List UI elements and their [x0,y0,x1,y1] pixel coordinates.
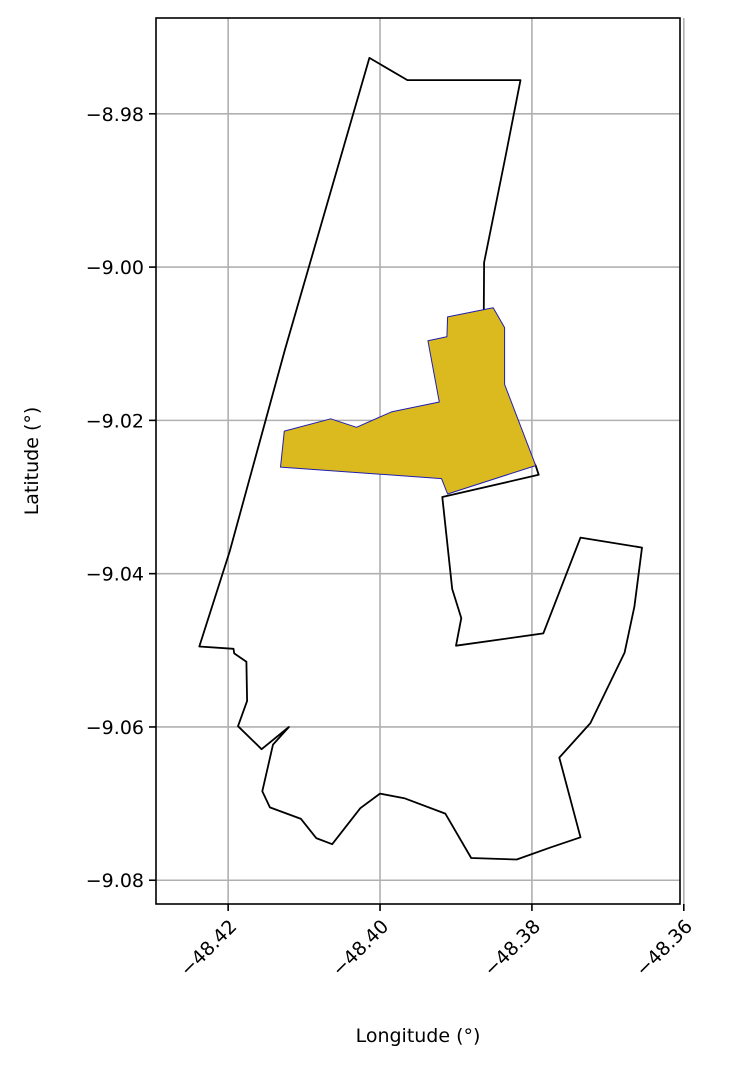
boundary-outline [198,57,643,861]
plot-frame [155,17,681,905]
x-tick-label: −48.36 [632,916,697,981]
y-tick-label: −9.06 [86,717,144,739]
x-tick-label: −48.40 [328,916,393,981]
highlighted-area [280,307,537,495]
y-tick-label: −8.98 [86,104,144,126]
x-axis-label: Longitude (°) [356,1025,481,1047]
map-layers [198,57,643,861]
x-tick-label: −48.38 [480,916,545,981]
y-axis-label: Latitude (°) [21,407,43,516]
y-tick-label: −9.02 [86,410,144,432]
y-tick-label: −9.00 [86,257,144,279]
y-tick-label: −9.04 [86,564,144,586]
x-tick-label: −48.42 [176,916,241,981]
y-tick-label: −9.08 [86,870,144,892]
